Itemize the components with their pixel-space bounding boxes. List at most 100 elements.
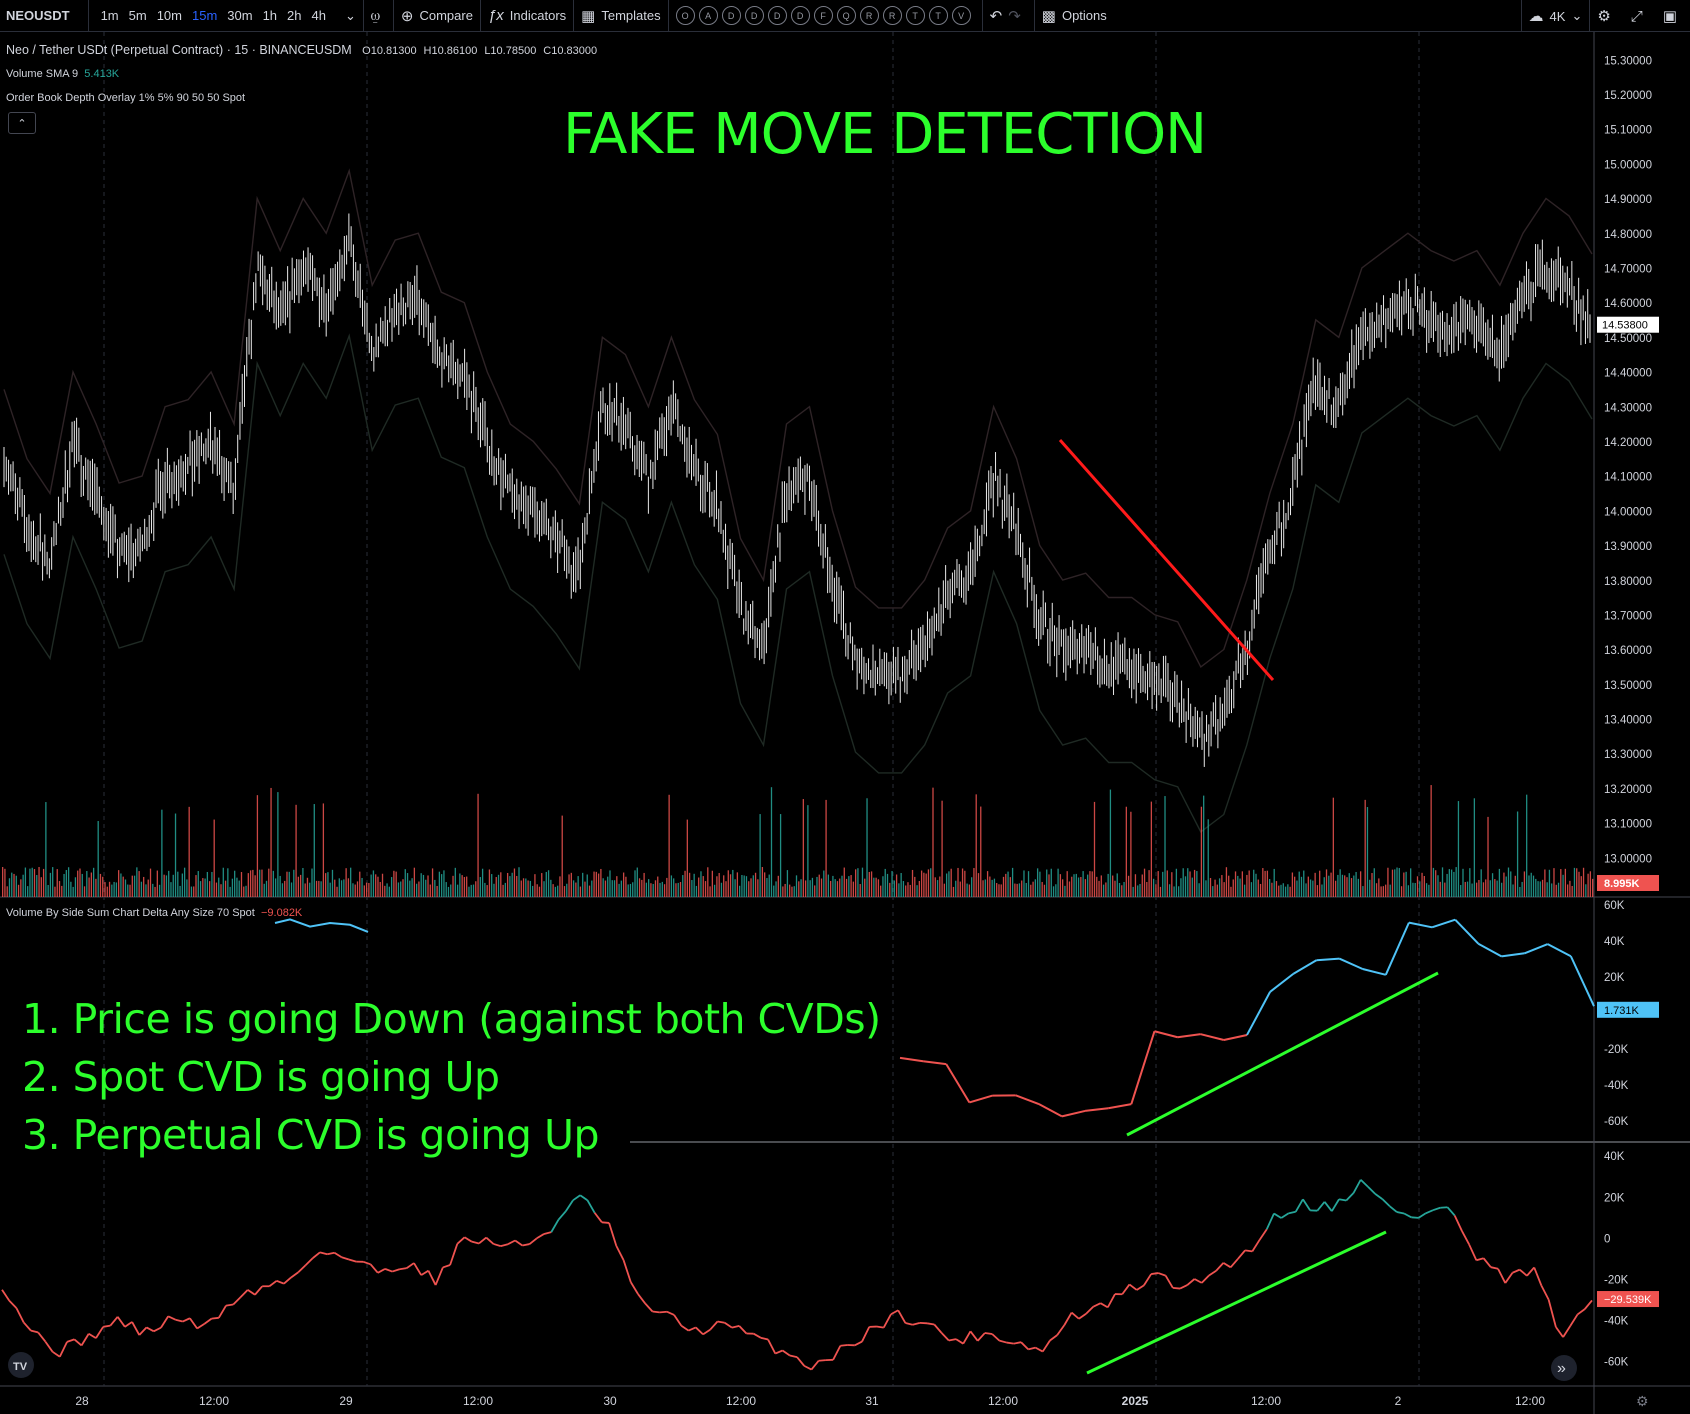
perp-cvd-segment: [449, 1243, 459, 1266]
volume-bar: [1544, 869, 1546, 897]
volume-bar: [1378, 878, 1380, 897]
volume-bar: [648, 879, 650, 897]
interval-5m[interactable]: 5m: [128, 8, 147, 23]
volume-bar: [1535, 878, 1537, 897]
interval-10m[interactable]: 10m: [156, 8, 182, 23]
volume-bar: [745, 876, 748, 897]
volume-bar: [1580, 876, 1582, 897]
settings-icon[interactable]: ⚙: [1589, 0, 1623, 32]
volume-bar: [513, 868, 516, 897]
alert-circle-2[interactable]: D: [721, 6, 741, 25]
volume-bar: [541, 873, 543, 897]
alert-circle-9[interactable]: R: [882, 6, 902, 25]
interval-1m[interactable]: 1m: [100, 8, 119, 23]
axis-settings-icon: ⚙: [1636, 1393, 1649, 1409]
alert-circle-12[interactable]: V: [951, 6, 971, 25]
volume-bar: [1557, 882, 1560, 897]
collapse-legend-button[interactable]: ⌃: [8, 112, 36, 134]
interval-1h[interactable]: 1h: [262, 8, 278, 23]
bar-style-icon[interactable]: ⍹: [362, 0, 393, 32]
alert-circle-6[interactable]: F: [813, 6, 833, 25]
volume-bar: [97, 821, 99, 897]
interval-4h[interactable]: 4h: [311, 8, 326, 23]
interval-2h[interactable]: 2h: [287, 8, 302, 23]
perp-cvd-segment: [861, 1326, 871, 1342]
volume-bar: [725, 881, 727, 897]
volume-bar: [1257, 879, 1259, 897]
volume-bar: [500, 872, 502, 897]
alert-circle-11[interactable]: T: [928, 6, 948, 25]
chart-canvas[interactable]: 15.30000 15.20000 15.10000 15.00000 14.90000…: [0, 32, 1690, 1414]
volume-bar: [1107, 873, 1109, 897]
volume-bar: [1526, 794, 1528, 897]
volume-bar: [106, 886, 108, 897]
perp-cvd-segment: [731, 1324, 740, 1329]
undo-button[interactable]: ↶ ↷: [981, 0, 1034, 32]
symbol-search[interactable]: NEOUSDT: [6, 8, 70, 23]
tv-logo-text: TV: [13, 1361, 28, 1373]
volume-bar: [1389, 884, 1391, 897]
perp-cvd-segment: [254, 1285, 263, 1296]
alert-circle-7[interactable]: Q: [836, 6, 856, 25]
compare-button[interactable]: ⊕ Compare: [392, 0, 480, 32]
volume-bar: [1184, 876, 1187, 897]
price-tick-label: 13.00000: [1604, 853, 1652, 865]
volume-bar: [183, 867, 186, 897]
volume-bar: [102, 876, 104, 897]
alert-circle-4[interactable]: D: [767, 6, 787, 25]
volume-bar: [22, 874, 24, 897]
alert-circle-1[interactable]: A: [698, 6, 718, 25]
resolution-button[interactable]: ☁ 4K ⌄: [1520, 0, 1590, 32]
options-button[interactable]: ▩ Options: [1033, 0, 1114, 32]
volume-bar: [1494, 879, 1496, 897]
volume-bar: [829, 880, 832, 897]
interval-30m[interactable]: 30m: [227, 8, 253, 23]
volume-bar: [577, 876, 579, 897]
interval-dropdown-icon[interactable]: ⌄: [344, 7, 356, 23]
volume-bar: [877, 879, 880, 897]
volume-bar: [1114, 880, 1116, 897]
perp-cvd-segment: [80, 1333, 90, 1346]
volume-bar: [918, 881, 920, 897]
perp-cvd-segment: [1302, 1198, 1311, 1211]
volume-bar: [611, 880, 613, 897]
plus-circle-icon: ⊕: [400, 7, 414, 25]
volume-bar: [1259, 883, 1262, 897]
perp-cvd-segment: [1006, 1341, 1014, 1345]
perp-cvd-segment: [1143, 1273, 1152, 1286]
interval-15m[interactable]: 15m: [191, 8, 218, 23]
fullscreen-icon[interactable]: ⤢: [1630, 7, 1643, 25]
spot-cvd-early-segment: [274, 918, 369, 933]
indicators-button[interactable]: ƒx Indicators: [479, 0, 573, 32]
alert-circle-0[interactable]: O: [675, 6, 695, 25]
volume-bar: [584, 881, 586, 897]
volume-bar: [864, 878, 866, 897]
alert-circle-5[interactable]: D: [790, 6, 810, 25]
volume-bar: [361, 877, 363, 897]
orderbook-legend: Order Book Depth Overlay 1% 5% 90 50 50 …: [6, 92, 246, 104]
templates-button[interactable]: ▦ Templates: [573, 0, 667, 32]
alert-circle-8[interactable]: R: [859, 6, 879, 25]
volume-bar: [1209, 877, 1212, 897]
alert-circle-3[interactable]: D: [744, 6, 764, 25]
volume-bar: [843, 867, 845, 897]
note-2: 2. Spot CVD is going Up: [22, 1053, 500, 1101]
volume-bar: [1118, 883, 1121, 897]
volume-bar: [299, 874, 302, 897]
volume-bar: [795, 875, 798, 897]
price-tick-label: 13.30000: [1604, 749, 1652, 761]
volume-bar: [395, 871, 397, 897]
perp-cvd-segment: [854, 1340, 863, 1347]
orderbook-overlay-upper: [3, 168, 1593, 668]
volume-bar: [1391, 869, 1394, 897]
time-tick-label: 12:00: [199, 1394, 229, 1408]
alert-circle-10[interactable]: T: [905, 6, 925, 25]
volume-bar: [1350, 878, 1353, 897]
perp-cvd-segment: [1374, 1193, 1383, 1200]
spot-cvd-segment: [969, 1094, 993, 1104]
camera-icon[interactable]: ▣: [1662, 8, 1677, 25]
volume-bar: [1298, 871, 1300, 897]
volume-bar: [388, 886, 390, 897]
volume-bar: [966, 883, 968, 897]
